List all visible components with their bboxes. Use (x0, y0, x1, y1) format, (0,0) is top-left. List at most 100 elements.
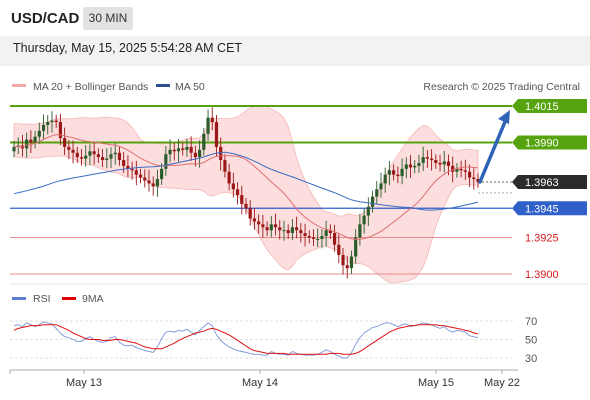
candle-body (88, 151, 92, 156)
candle-body (67, 146, 71, 150)
rsi-ma9-line (13, 324, 479, 355)
candle-body (248, 208, 252, 219)
candle-body (71, 149, 75, 153)
candle-body (257, 221, 261, 225)
candle-body (126, 165, 130, 169)
candle-body (193, 152, 197, 158)
forecast-arrow-head (498, 110, 510, 124)
candle-body (50, 120, 54, 123)
price-label-1.4015: 1.4015 (525, 101, 559, 113)
candle-body (282, 230, 286, 232)
candle-body (189, 146, 193, 153)
candle-body (349, 256, 354, 269)
candle-body (25, 139, 29, 149)
candle-body (41, 124, 46, 131)
candle-body (463, 170, 467, 172)
candle-body (105, 158, 109, 161)
credit-text: Research © 2025 Trading Central (423, 81, 580, 93)
bollinger-bands (13, 104, 479, 284)
timestamp: Thursday, May 15, 2025 5:54:28 AM CET (13, 41, 243, 55)
rsi-level-label-70: 70 (525, 316, 537, 328)
candle-body (227, 171, 231, 184)
candle-body (143, 177, 147, 181)
candle-body (303, 233, 307, 237)
instrument-title: USD/CAD (11, 10, 80, 27)
candle-body (413, 165, 417, 168)
rsi-level-label-30: 30 (525, 353, 537, 365)
candle-body (122, 160, 126, 166)
candle-body (181, 148, 185, 150)
rsi-level-label-50: 50 (525, 335, 537, 347)
candle-body (396, 174, 400, 177)
candle-body (240, 195, 244, 204)
candle-body (459, 168, 463, 171)
candle-body (392, 170, 396, 175)
price-label-1.3900: 1.3900 (525, 269, 559, 281)
candle-body (269, 224, 273, 231)
candle-body (235, 189, 240, 196)
price-tag-1.3945 (512, 201, 587, 216)
price-label-1.3963: 1.3963 (525, 177, 559, 189)
candle-body (63, 138, 67, 147)
x-tick-label: May 14 (242, 377, 278, 389)
price-tag-1.3963 (512, 174, 587, 189)
candle-body (58, 122, 62, 139)
rsi-panel: 70 50 30 (10, 316, 537, 365)
candle-body (168, 149, 172, 155)
candle-body (54, 120, 58, 123)
price-label-1.3925: 1.3925 (525, 232, 559, 244)
price-tag-1.3990 (512, 135, 587, 150)
candle-body (295, 227, 299, 231)
ma20-line (13, 134, 479, 241)
price-label-1.3990: 1.3990 (525, 138, 559, 150)
candle-body (206, 117, 210, 134)
candle-body (151, 183, 155, 187)
candle-body (84, 155, 88, 159)
candle-body (33, 136, 37, 143)
candle-body (198, 149, 202, 158)
candle-body (210, 117, 214, 123)
x-tick-label: May 13 (66, 377, 102, 389)
candle-body (37, 130, 41, 137)
candle-body (370, 196, 375, 207)
candle-body (185, 146, 189, 150)
candle-body (113, 152, 117, 155)
candle-body (358, 224, 362, 238)
candle-body (425, 157, 429, 159)
candle-body (387, 170, 392, 175)
candle-body (261, 224, 265, 228)
candle-body (345, 265, 349, 269)
price-tag-1.4015 (512, 99, 587, 113)
timeframe-button[interactable]: 30 MIN (83, 7, 133, 30)
candle-body (337, 244, 341, 256)
candle-body (176, 148, 181, 152)
candle-body (223, 160, 227, 172)
candle-body (299, 230, 303, 234)
candle-body (46, 122, 50, 125)
candle-body (375, 189, 379, 197)
rsi-legend: RSI 9MA (12, 293, 104, 305)
candle-body (147, 180, 151, 184)
candle-body (366, 206, 370, 216)
candle-body (109, 154, 113, 159)
ma9-legend-label: 9MA (82, 293, 104, 305)
candle-body (286, 230, 290, 234)
candle-body (467, 171, 472, 178)
candle-body (278, 227, 282, 231)
candle-body (92, 151, 96, 155)
candle-body (404, 164, 408, 169)
x-axis: May 13 May 14 May 15 May 22 (9, 370, 520, 389)
candle-body (202, 133, 206, 150)
ma50-legend-swatch (156, 84, 170, 87)
x-tick-label: May 22 (484, 377, 520, 389)
forecast-arrow-shaft (478, 115, 509, 184)
candle-body (328, 230, 332, 234)
candle-body (455, 168, 459, 172)
candle-body (434, 160, 438, 163)
candle-body (244, 203, 248, 209)
candle-body (400, 168, 404, 177)
bollinger-legend-label: MA 20 + Bollinger Bands (33, 81, 148, 93)
candle-body (311, 237, 316, 239)
ma50-line (13, 151, 479, 211)
